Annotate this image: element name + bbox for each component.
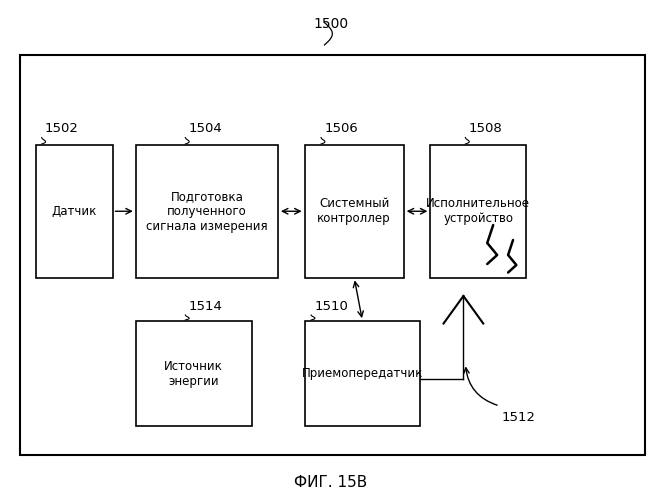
Bar <box>430 145 526 278</box>
Text: ФИГ. 15В: ФИГ. 15В <box>295 475 367 490</box>
Text: 1510: 1510 <box>314 300 348 312</box>
Text: 1514: 1514 <box>189 300 222 312</box>
Text: Исполнительное
устройство: Исполнительное устройство <box>426 197 530 225</box>
Text: 1502: 1502 <box>45 122 79 135</box>
Text: 1512: 1512 <box>502 411 536 424</box>
Bar <box>36 145 113 278</box>
Text: 1506: 1506 <box>324 122 358 135</box>
Text: 1508: 1508 <box>469 122 502 135</box>
Text: 1500: 1500 <box>313 18 349 32</box>
Bar <box>136 321 252 426</box>
Text: Датчик: Датчик <box>52 205 97 218</box>
Bar <box>305 321 420 426</box>
Bar <box>136 145 278 278</box>
Bar <box>305 145 404 278</box>
Bar <box>20 55 645 455</box>
Text: Приемопередатчик: Приемопередатчик <box>302 367 423 380</box>
Text: Подготовка
полученного
сигнала измерения: Подготовка полученного сигнала измерения <box>146 190 267 233</box>
Text: Системный
контроллер: Системный контроллер <box>317 197 391 225</box>
Text: Источник
энергии: Источник энергии <box>164 360 223 388</box>
Text: 1504: 1504 <box>189 122 222 135</box>
